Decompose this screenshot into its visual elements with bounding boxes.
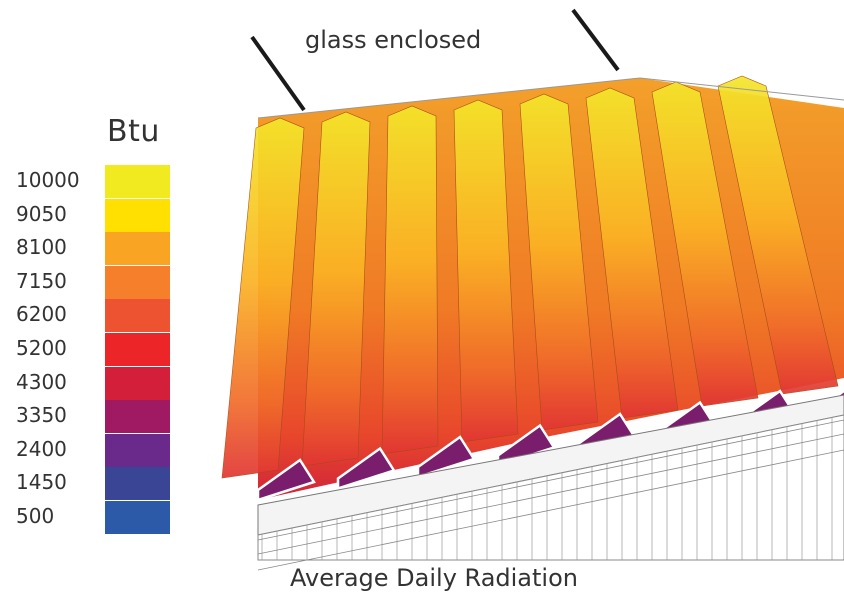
legend-entry: 7150	[0, 265, 180, 300]
legend-entry: 2400	[0, 433, 180, 468]
legend-swatch	[105, 265, 170, 299]
ridge-band	[301, 111, 371, 467]
legend-swatch	[105, 366, 170, 400]
legend-entry-label: 5200	[16, 336, 67, 360]
legend-entry: 8100	[0, 232, 180, 266]
legend-swatch	[105, 433, 170, 467]
legend-swatch	[105, 501, 170, 534]
legend-swatch	[105, 400, 170, 434]
pointer-line-left	[250, 35, 306, 112]
legend-entry-label: 9050	[16, 201, 67, 226]
legend-swatch	[105, 165, 170, 198]
legend-entry: 9050	[0, 198, 180, 233]
ridge-band	[717, 75, 839, 395]
enclosure-edge-right	[639, 77, 844, 101]
legend-entry: 6200	[0, 299, 180, 333]
legend-entry: 500	[0, 501, 180, 535]
legend-swatch	[105, 333, 170, 366]
glass-enclosed-label: glass enclosed	[305, 26, 482, 54]
legend-entry: 4300	[0, 366, 180, 401]
ridge-band	[519, 93, 599, 431]
legend-entry-label: 3350	[16, 403, 67, 428]
purple-wedge	[256, 458, 316, 502]
legend-entry-label: 1450	[16, 470, 67, 495]
legend-entry: 1450	[0, 467, 180, 501]
legend-swatch	[105, 198, 170, 232]
legend-entry-label: 6200	[16, 302, 67, 327]
purple-wedge	[336, 446, 396, 491]
ridge-band	[381, 105, 439, 455]
facade-transom	[257, 433, 844, 555]
purple-wedge	[416, 435, 476, 479]
figure-caption: Average Daily Radiation	[290, 564, 578, 592]
legend-swatch	[105, 299, 170, 333]
legend-entry: 5200	[0, 333, 180, 367]
facade-transom	[257, 449, 844, 571]
ridge-group	[221, 75, 839, 479]
enclosure-edge	[257, 77, 641, 119]
ridge-band	[585, 87, 679, 419]
legend-swatch	[105, 467, 170, 501]
legend-entry: 10000	[0, 165, 180, 199]
legend-entry-label: 8100	[16, 235, 67, 260]
building-roof-slab	[257, 394, 844, 536]
legend-title: Btu	[107, 114, 160, 149]
legend-entry-label: 500	[16, 504, 55, 528]
legend-entry-label: 10000	[16, 168, 80, 192]
legend-entry: 3350	[0, 400, 180, 434]
legend-swatch	[105, 232, 170, 266]
facade-grid-lines	[257, 417, 844, 571]
legend-entry-label: 4300	[16, 369, 67, 394]
ridge-band	[651, 81, 759, 407]
ridge-band	[453, 99, 519, 443]
facade-transom	[257, 419, 844, 541]
pointer-line-right	[571, 8, 620, 72]
legend-entry-label: 7150	[16, 268, 67, 293]
legend-entry-label: 2400	[16, 436, 67, 461]
ridge-band	[221, 117, 305, 479]
